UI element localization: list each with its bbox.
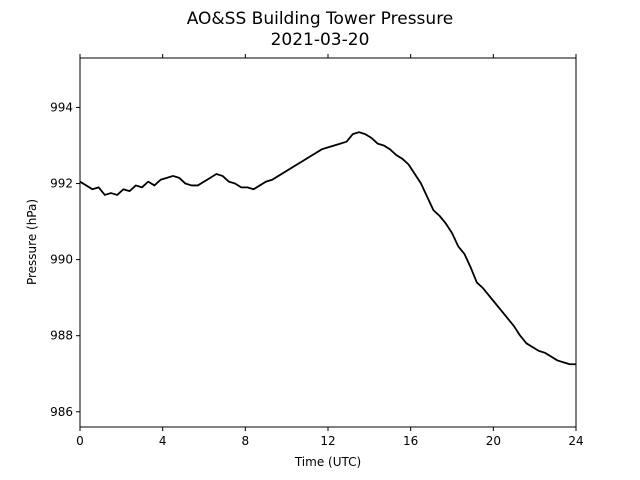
x-tick-label: 20 [486,434,501,448]
x-axis-label: Time (UTC) [294,455,361,469]
x-tick-label: 4 [159,434,167,448]
pressure-line [79,131,576,366]
y-axis: 986 988 990 992 994 [50,100,80,419]
plot-area [80,58,576,427]
x-axis: 0 4 8 12 16 20 24 [76,54,584,448]
plot-frame [79,57,577,428]
x-tick-label: 24 [568,434,583,448]
y-tick-label: 988 [50,329,73,343]
y-tick-label: 986 [50,405,73,419]
y-tick-label: 994 [50,100,73,114]
chart-title: AO&SS Building Tower Pressure [187,9,454,29]
y-tick-label: 992 [50,177,73,191]
x-tick-label: 8 [242,434,250,448]
chart-subtitle: 2021-03-20 [271,30,370,50]
x-tick-label: 12 [320,434,335,448]
y-axis-label: Pressure (hPa) [25,199,39,285]
y-tick-label: 990 [50,253,73,267]
x-tick-label: 0 [76,434,84,448]
x-tick-label: 16 [403,434,418,448]
